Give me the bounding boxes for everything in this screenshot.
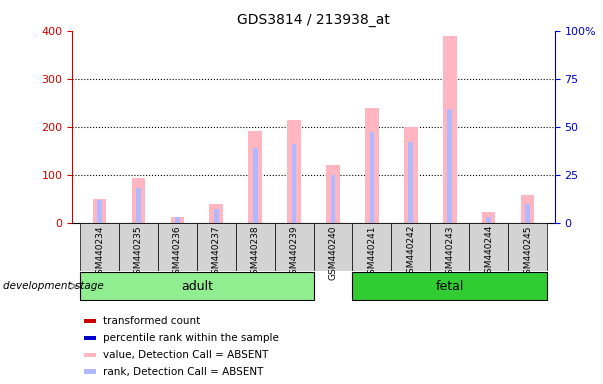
Bar — [326, 165, 340, 223]
Text: adult: adult — [181, 280, 213, 293]
Bar — [209, 204, 223, 223]
Bar — [214, 209, 219, 223]
Bar — [136, 188, 141, 223]
Text: GSM440242: GSM440242 — [406, 225, 415, 280]
Bar — [80, 223, 119, 271]
Text: GSM440236: GSM440236 — [173, 225, 182, 280]
Bar — [408, 142, 413, 223]
Text: development stage: development stage — [3, 281, 104, 291]
Bar — [486, 217, 491, 223]
Bar — [119, 223, 158, 271]
Bar — [525, 204, 530, 223]
Bar — [236, 223, 274, 271]
Bar — [175, 217, 180, 223]
Text: GSM440235: GSM440235 — [134, 225, 143, 280]
Bar — [97, 200, 102, 223]
Bar — [80, 272, 314, 300]
Bar — [482, 212, 496, 223]
Bar — [521, 195, 534, 223]
Text: value, Detection Call = ABSENT: value, Detection Call = ABSENT — [103, 350, 268, 360]
Bar — [158, 223, 197, 271]
Bar — [370, 132, 374, 223]
Bar — [83, 353, 96, 357]
Bar — [314, 223, 353, 271]
Text: GSM440244: GSM440244 — [484, 225, 493, 280]
Text: GSM440234: GSM440234 — [95, 225, 104, 280]
Bar — [93, 199, 106, 223]
Bar — [353, 223, 391, 271]
Bar — [131, 178, 145, 223]
Text: percentile rank within the sample: percentile rank within the sample — [103, 333, 279, 343]
Bar — [404, 127, 418, 223]
Text: GSM440243: GSM440243 — [445, 225, 454, 280]
Bar — [330, 175, 335, 223]
Text: GSM440238: GSM440238 — [251, 225, 260, 280]
Bar — [508, 223, 547, 271]
Bar — [253, 148, 257, 223]
Bar — [83, 336, 96, 340]
Text: GSM440241: GSM440241 — [367, 225, 376, 280]
Text: fetal: fetal — [435, 280, 464, 293]
Bar — [292, 144, 297, 223]
Text: GSM440239: GSM440239 — [289, 225, 298, 280]
Text: GSM440240: GSM440240 — [329, 225, 338, 280]
Text: rank, Detection Call = ABSENT: rank, Detection Call = ABSENT — [103, 367, 264, 377]
Bar — [443, 36, 456, 223]
Text: GSM440237: GSM440237 — [212, 225, 221, 280]
Bar — [83, 319, 96, 323]
Text: transformed count: transformed count — [103, 316, 200, 326]
Bar — [287, 119, 301, 223]
Bar — [83, 369, 96, 374]
Bar — [197, 223, 236, 271]
Text: GSM440245: GSM440245 — [523, 225, 532, 280]
Bar — [274, 223, 314, 271]
Title: GDS3814 / 213938_at: GDS3814 / 213938_at — [237, 13, 390, 27]
Bar — [171, 217, 184, 223]
Bar — [391, 223, 431, 271]
Bar — [248, 131, 262, 223]
Bar — [365, 109, 379, 223]
Bar — [431, 223, 469, 271]
Bar — [469, 223, 508, 271]
Bar — [353, 272, 547, 300]
Bar — [447, 109, 452, 223]
